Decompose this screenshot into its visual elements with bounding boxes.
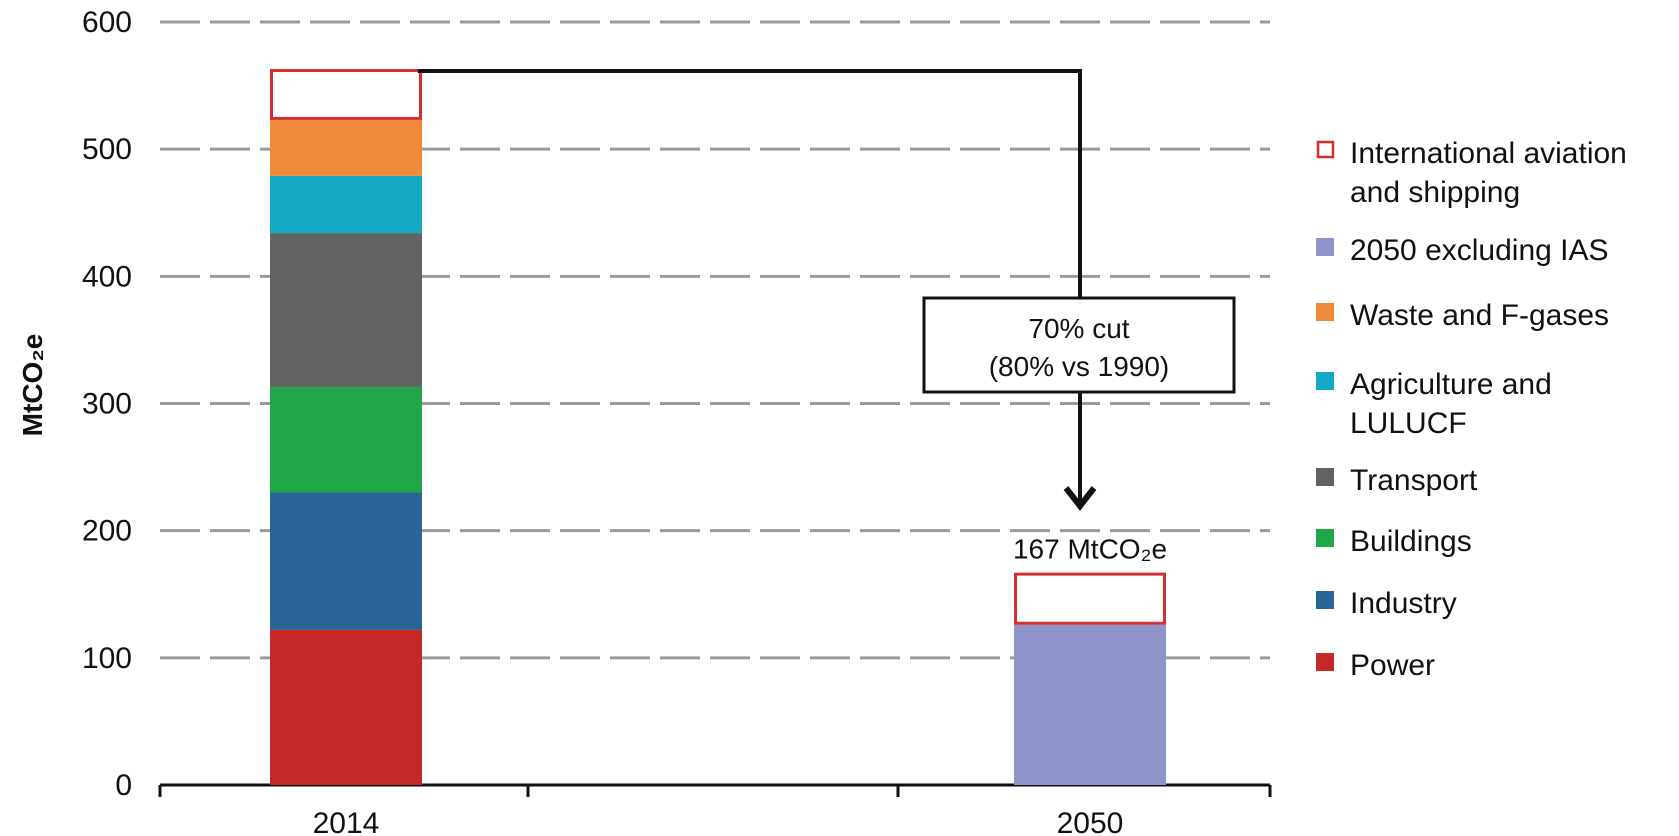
legend-label: Waste and F-gases bbox=[1350, 299, 1609, 332]
legend-swatch bbox=[1316, 591, 1334, 609]
cut-arrowhead bbox=[1063, 486, 1097, 511]
x-tick-label: 2050 bbox=[1057, 807, 1124, 836]
x-tick-label: 2014 bbox=[313, 807, 380, 836]
legend-swatch bbox=[1316, 140, 1335, 159]
bar-waste-and-f-gases-2014 bbox=[270, 119, 422, 176]
bar-transport-2014 bbox=[270, 233, 422, 387]
legend-label: Industry bbox=[1350, 587, 1457, 620]
legend-label: Power bbox=[1350, 649, 1435, 682]
legend-swatch bbox=[1316, 372, 1334, 390]
legend-label: Buildings bbox=[1350, 525, 1472, 558]
y-tick-label: 600 bbox=[82, 6, 132, 39]
bar-agriculture-and-lulucf-2014 bbox=[270, 175, 422, 234]
bar-international-aviation-and-shipping-2014 bbox=[270, 69, 422, 120]
legend: International aviation and shipping 2050 e… bbox=[1316, 137, 1627, 682]
x-axis: 2014 2050 bbox=[158, 783, 1272, 836]
y-tick-label: 400 bbox=[82, 260, 132, 293]
y-axis-label: MtCO₂e bbox=[17, 334, 48, 437]
bar-industry-2014 bbox=[270, 492, 422, 630]
legend-swatch bbox=[1316, 529, 1334, 547]
y-tick-label: 100 bbox=[82, 642, 132, 675]
legend-swatch bbox=[1316, 468, 1334, 486]
legend-label-line2: LULUCF bbox=[1350, 407, 1467, 440]
legend-label: 2050 excluding IAS bbox=[1350, 234, 1609, 267]
bar-power-2014 bbox=[270, 629, 422, 785]
legend-label: International aviation bbox=[1350, 137, 1627, 170]
y-tick-label: 0 bbox=[115, 769, 132, 802]
y-tick-label: 500 bbox=[82, 133, 132, 166]
y-tick-label: 300 bbox=[82, 388, 132, 421]
legend-label: Agriculture and bbox=[1350, 368, 1552, 401]
cut-arrow bbox=[418, 69, 1082, 504]
bar-international-aviation-and-shipping-2050 bbox=[1014, 572, 1166, 625]
y-axis: 0 100 200 300 400 500 600 bbox=[82, 6, 132, 802]
cut-annotation-line1: 70% cut bbox=[1028, 313, 1129, 344]
bar-2050-excluding-ias-2050 bbox=[1014, 624, 1166, 785]
cut-annotation-box bbox=[922, 296, 1236, 394]
bars bbox=[270, 69, 1166, 785]
y-tick-label: 200 bbox=[82, 515, 132, 548]
legend-label: Transport bbox=[1350, 464, 1478, 497]
legend-swatch bbox=[1316, 238, 1334, 256]
legend-swatch bbox=[1316, 653, 1334, 671]
legend-label-line2: and shipping bbox=[1350, 176, 1520, 209]
cut-annotation-line2: (80% vs 1990) bbox=[989, 351, 1170, 382]
legend-swatch bbox=[1316, 303, 1334, 321]
total-2050-label: 167 MtCO₂e bbox=[1013, 534, 1167, 565]
bar-buildings-2014 bbox=[270, 386, 422, 493]
